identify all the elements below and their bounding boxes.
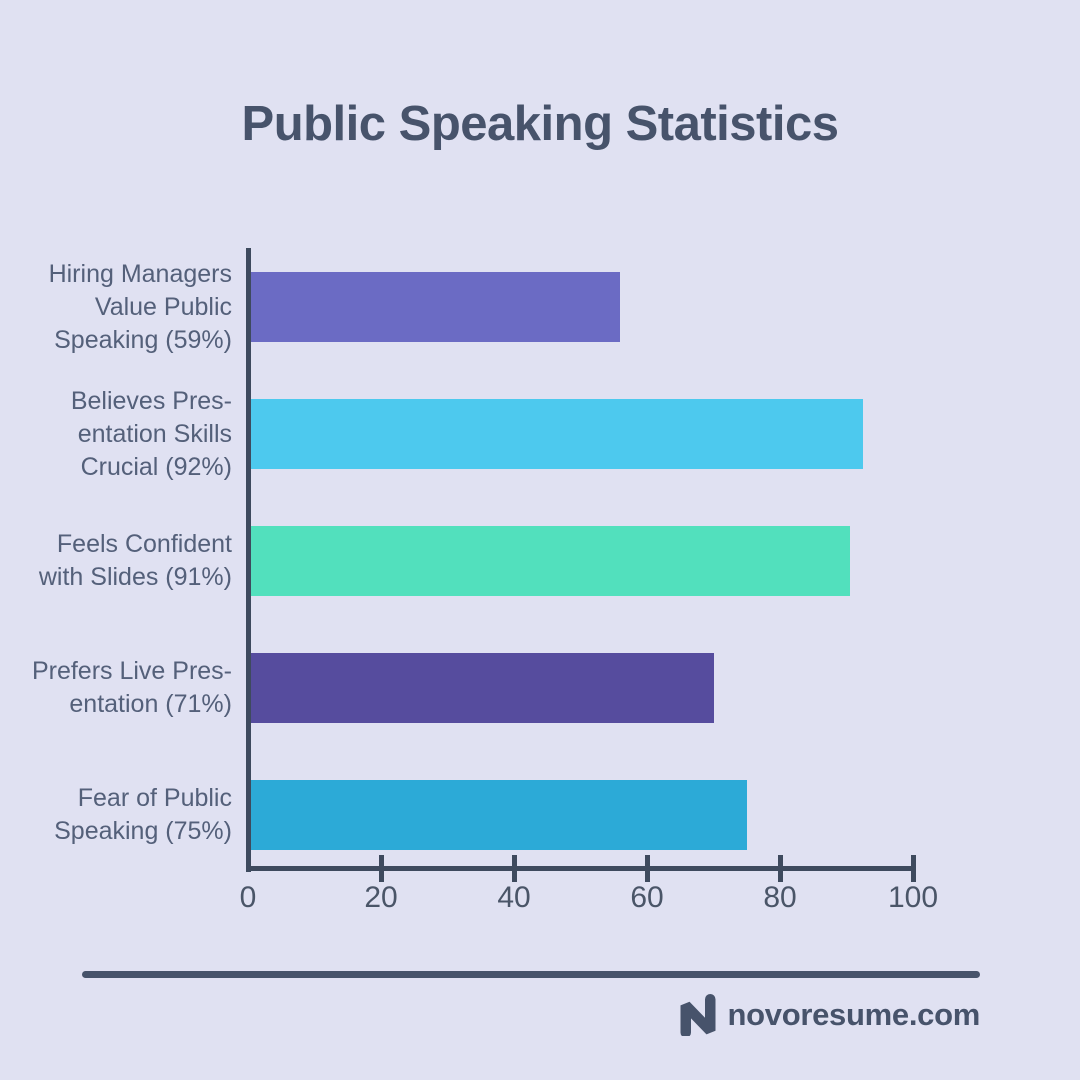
x-tick-mark [910, 855, 916, 882]
y-axis-line [246, 248, 251, 872]
x-tick-mark [777, 855, 783, 882]
x-tick-label: 40 [497, 881, 531, 914]
category-label: Fear of Public Speaking (75%) [54, 784, 232, 845]
bar [251, 780, 747, 850]
x-tick-mark [511, 855, 517, 882]
x-tick-label: 100 [887, 881, 939, 914]
bar [251, 653, 714, 723]
category-label: Believes Pres-entation Skills Crucial (92… [70, 386, 232, 481]
x-axis-line [246, 866, 916, 871]
category-label: Feels Confident with Slides (91%) [38, 530, 232, 591]
brand-footer: novoresume.com [677, 994, 981, 1036]
footer-divider [82, 971, 980, 978]
bar [251, 272, 621, 342]
x-tick-mark [644, 855, 650, 882]
category-label: Prefers Live Pres-entation (71%) [31, 657, 232, 718]
brand-name: novoresume.com [727, 997, 981, 1032]
category-label: Hiring Managers Value Public Speaking (59%… [48, 259, 232, 354]
x-tick-mark [378, 855, 384, 882]
page-title: Public Speaking Statistics [241, 97, 839, 151]
bar [251, 526, 850, 596]
x-tick-label: 60 [630, 881, 664, 914]
bar [251, 399, 864, 469]
x-tick-label: 0 [239, 881, 257, 914]
x-tick-label: 20 [364, 881, 398, 914]
novoresume-n-icon [680, 994, 715, 1036]
x-tick-label: 80 [763, 881, 797, 914]
